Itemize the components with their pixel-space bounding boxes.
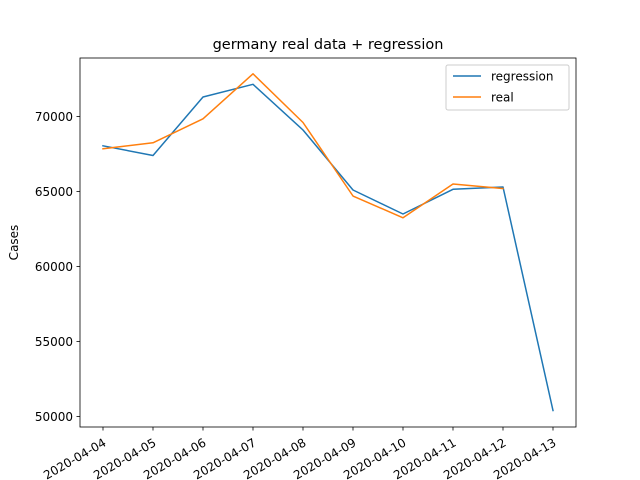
x-axis-ticks: 2020-04-042020-04-052020-04-062020-04-07… [41, 427, 559, 480]
y-tick-label: 55000 [35, 335, 73, 349]
chart-title: germany real data + regression [213, 37, 444, 53]
y-tick-label: 70000 [35, 110, 73, 124]
legend-label-regression: regression [491, 69, 554, 83]
plot-frame [79, 57, 577, 428]
legend-label-real: real [491, 90, 514, 104]
legend: regression real [445, 64, 570, 111]
y-axis-ticks: 50000 55000 60000 65000 70000 [35, 110, 80, 424]
y-tick-label: 65000 [35, 185, 73, 199]
plot-lines [102, 73, 554, 412]
y-tick-label: 50000 [35, 410, 73, 424]
y-tick-label: 60000 [35, 260, 73, 274]
series-line-regression [102, 83, 554, 412]
y-axis-label: Cases [7, 225, 21, 261]
series-line-real [102, 73, 504, 219]
